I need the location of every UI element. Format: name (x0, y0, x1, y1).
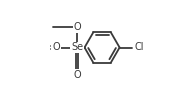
Text: Cl: Cl (134, 42, 144, 53)
Text: Se: Se (71, 42, 83, 53)
Text: O: O (52, 42, 60, 53)
Text: O: O (73, 70, 81, 80)
Text: O: O (73, 22, 81, 32)
